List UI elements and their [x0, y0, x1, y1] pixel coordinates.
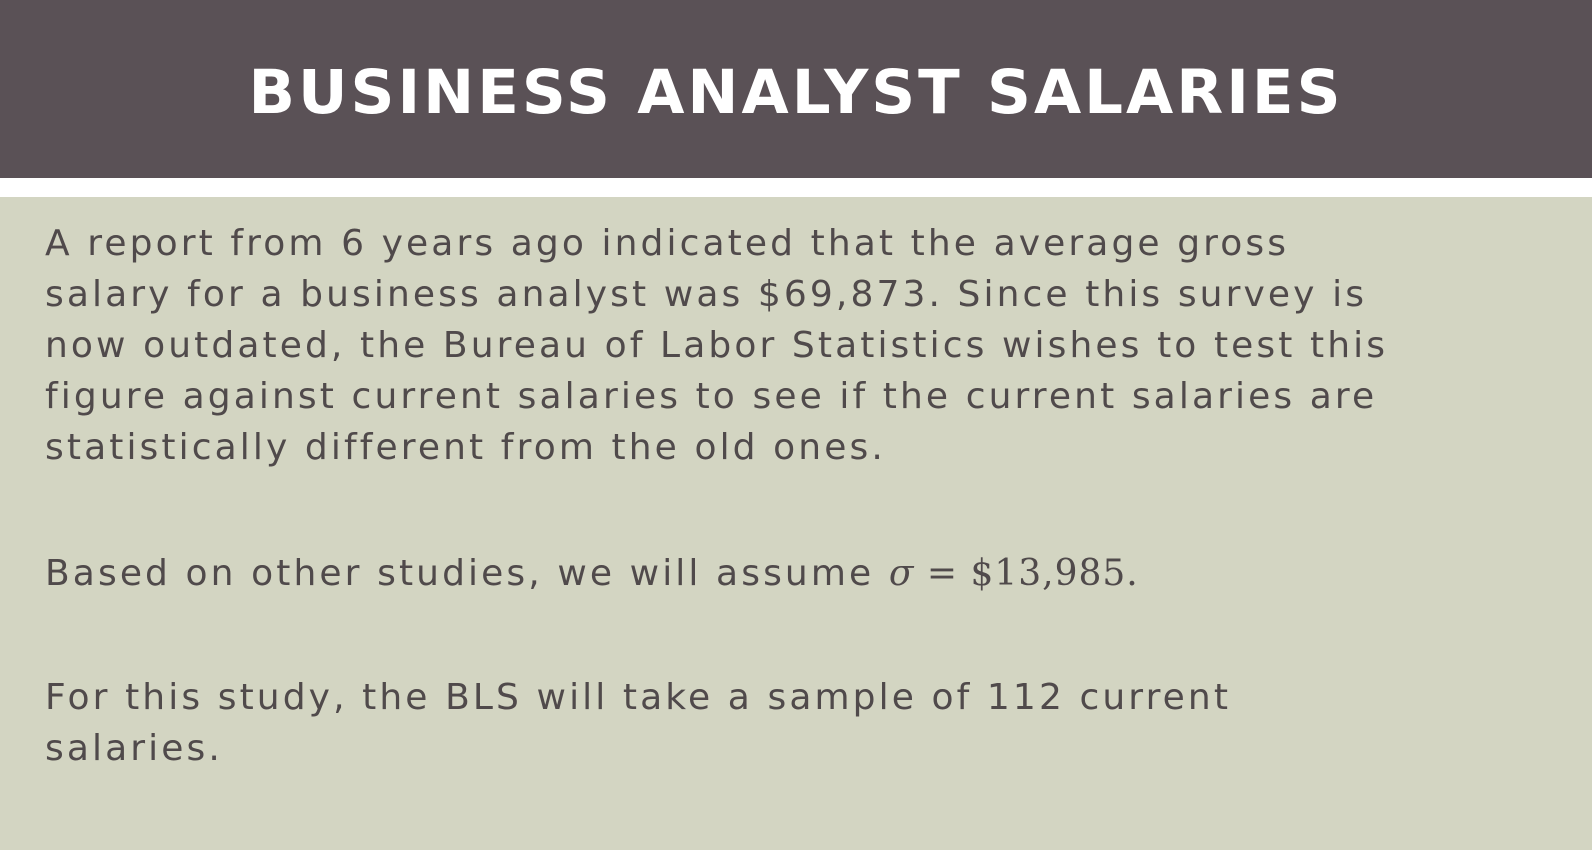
- sigma-value: = $13,985.: [914, 553, 1139, 594]
- text-line: Based on other studies, we will assume σ…: [45, 548, 1139, 599]
- paragraph-sample: For this study, the BLS will take a samp…: [45, 672, 1231, 774]
- slide-title: BUSINESS ANALYST SALARIES: [248, 57, 1344, 128]
- text-line: salary for a business analyst was $69,87…: [45, 274, 1368, 315]
- sigma-symbol: σ: [888, 553, 915, 594]
- sigma-equation: σ = $13,985.: [889, 553, 1139, 594]
- title-bar: BUSINESS ANALYST SALARIES: [0, 0, 1592, 178]
- paragraph-report: A report from 6 years ago indicated that…: [45, 218, 1388, 473]
- title-divider: [0, 178, 1592, 197]
- assumption-text: Based on other studies, we will assume: [45, 553, 889, 594]
- paragraph-assumption: Based on other studies, we will assume σ…: [45, 548, 1139, 599]
- text-line: figure against current salaries to see i…: [45, 376, 1378, 417]
- text-line: salaries.: [45, 728, 223, 769]
- text-line: For this study, the BLS will take a samp…: [45, 677, 1232, 718]
- text-line: now outdated, the Bureau of Labor Statis…: [45, 325, 1389, 366]
- text-line: statistically different from the old one…: [45, 427, 886, 468]
- text-line: A report from 6 years ago indicated that…: [45, 223, 1290, 264]
